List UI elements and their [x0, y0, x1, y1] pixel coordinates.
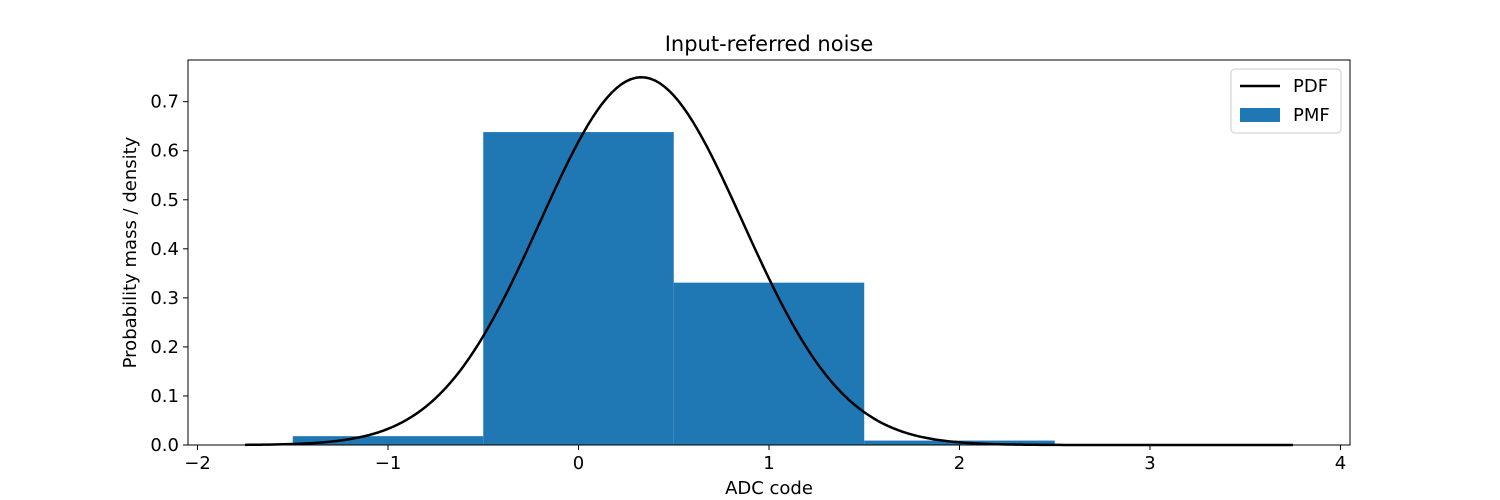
x-tick-label: 2 — [954, 453, 965, 474]
legend-label: PDF — [1293, 76, 1328, 97]
y-tick-label: 0.4 — [150, 239, 179, 260]
y-tick-label: 0.6 — [150, 141, 179, 162]
x-tick-label: 3 — [1144, 453, 1155, 474]
x-axis: −2 −1 0 1 2 3 4 — [184, 445, 1346, 474]
y-tick-label: 0.1 — [150, 386, 179, 407]
x-tick-label: 4 — [1335, 453, 1346, 474]
legend-label: PMF — [1293, 105, 1330, 126]
y-tick-label: 0.3 — [150, 288, 179, 309]
y-tick-label: 0.2 — [150, 337, 179, 358]
chart-title: Input-referred noise — [665, 32, 874, 56]
plot-area — [245, 75, 1293, 447]
y-tick-label: 0.0 — [150, 435, 179, 456]
legend: PDF PMF — [1230, 68, 1342, 134]
pmf-bar-1 — [483, 132, 674, 446]
x-axis-label: ADC code — [725, 478, 813, 499]
y-axis: 0.0 0.1 0.2 0.3 0.4 0.5 0.6 0.7 — [150, 92, 188, 456]
y-tick-label: 0.5 — [150, 190, 179, 211]
y-axis-label: Probability mass / density — [120, 136, 141, 368]
pmf-bar-0 — [292, 436, 484, 445]
y-tick-label: 0.7 — [150, 92, 179, 113]
x-tick-label: −2 — [184, 453, 211, 474]
x-tick-label: −1 — [375, 453, 402, 474]
x-tick-label: 1 — [763, 453, 774, 474]
pmf-bar-2 — [673, 282, 865, 445]
legend-patch-swatch — [1240, 108, 1280, 122]
x-tick-label: 0 — [573, 453, 584, 474]
